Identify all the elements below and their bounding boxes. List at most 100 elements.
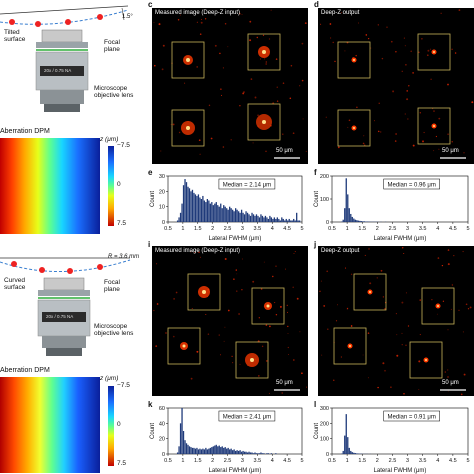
histogram-bar bbox=[252, 214, 255, 222]
histogram-bar bbox=[296, 212, 298, 222]
x-tick-label: 2 bbox=[376, 458, 379, 464]
background-bead bbox=[210, 137, 213, 140]
x-tick-label: 1 bbox=[346, 458, 349, 464]
histogram-bar bbox=[246, 452, 249, 454]
histogram-bar bbox=[242, 212, 244, 222]
background-bead bbox=[296, 297, 299, 300]
panel-d-image: Deep-Z output 50 μm bbox=[318, 8, 474, 164]
histogram-bar bbox=[227, 209, 229, 222]
histogram-bar bbox=[181, 408, 183, 454]
bead-core bbox=[186, 58, 190, 62]
background-bead bbox=[224, 258, 227, 260]
background-bead bbox=[196, 66, 199, 68]
histogram-bar bbox=[246, 212, 249, 222]
y-tick-label: 60 bbox=[159, 406, 165, 412]
background-bead bbox=[250, 78, 253, 80]
histogram-bar bbox=[267, 453, 270, 454]
histogram-bar bbox=[279, 220, 281, 222]
curved-setup-diagram: R = 3.6 mm Curved surface Focal plane 20… bbox=[0, 250, 140, 360]
histogram-bar bbox=[208, 200, 210, 222]
y-tick-label: 300 bbox=[320, 406, 329, 412]
background-bead bbox=[218, 334, 220, 336]
x-tick-label: 4 bbox=[271, 226, 274, 232]
histogram-bar bbox=[184, 179, 186, 222]
background-bead bbox=[344, 50, 346, 52]
background-bead bbox=[392, 90, 395, 93]
background-bead bbox=[447, 369, 449, 371]
background-bead bbox=[302, 118, 304, 120]
background-bead bbox=[378, 102, 380, 104]
histogram-bar bbox=[214, 445, 216, 454]
background-bead bbox=[239, 105, 241, 107]
colorbar-unit-top: z (μm) bbox=[100, 136, 119, 143]
histogram-bar bbox=[190, 191, 192, 222]
histogram-bar bbox=[182, 431, 185, 454]
histogram-bar bbox=[229, 206, 231, 222]
background-bead bbox=[175, 291, 178, 294]
panel-j-title: Deep-Z output bbox=[321, 248, 360, 254]
tilted-setup-diagram: 1.5° Tilted surface Focal plane 20x / 0.… bbox=[0, 0, 140, 120]
lens-thread bbox=[46, 348, 82, 356]
background-bead bbox=[453, 254, 455, 257]
background-bead bbox=[471, 101, 474, 104]
curved-surface-label: Curved surface bbox=[4, 277, 26, 291]
background-bead bbox=[376, 277, 378, 279]
histogram-bar bbox=[342, 219, 344, 222]
histogram-bar bbox=[254, 452, 256, 454]
background-bead bbox=[265, 359, 268, 362]
background-bead bbox=[274, 302, 276, 304]
histogram-bar bbox=[276, 217, 278, 222]
x-tick-label: 4.5 bbox=[449, 226, 457, 232]
histogram-bar bbox=[251, 452, 253, 454]
histogram-bar bbox=[237, 211, 240, 222]
x-tick-label: 2.5 bbox=[389, 226, 397, 232]
background-bead bbox=[454, 52, 457, 54]
histogram-bar bbox=[342, 450, 344, 454]
histogram-bar bbox=[233, 211, 235, 222]
median-annotation: Median = 0.91 μm bbox=[388, 415, 436, 421]
histogram-bar bbox=[243, 214, 246, 222]
background-bead bbox=[422, 140, 424, 143]
background-bead bbox=[329, 23, 332, 25]
histogram-bar bbox=[202, 448, 204, 454]
background-bead bbox=[299, 85, 301, 87]
bead-core bbox=[437, 305, 439, 307]
panel-letter: i bbox=[148, 240, 151, 249]
histogram-bar bbox=[347, 194, 349, 222]
background-bead bbox=[292, 359, 295, 361]
lens-thread bbox=[44, 104, 80, 112]
aberration-map-bottom bbox=[0, 377, 100, 473]
background-bead bbox=[438, 117, 441, 120]
background-bead bbox=[421, 37, 423, 40]
histogram-bar bbox=[258, 217, 261, 222]
background-bead bbox=[340, 356, 343, 358]
histogram-bar bbox=[199, 197, 201, 222]
histogram-bar bbox=[224, 206, 226, 222]
objective-label: Microscope objective lens bbox=[94, 323, 134, 337]
y-tick-label: 0 bbox=[326, 452, 329, 458]
x-tick-label: 3.5 bbox=[419, 226, 427, 232]
background-bead bbox=[320, 280, 322, 282]
background-bead bbox=[258, 317, 260, 319]
panel-letter: k bbox=[148, 400, 153, 409]
histogram-f: 0.5 1 1.5 2 2.5 3 3.5 4 4.5 5 0 100 200 Lateral FWHM … bbox=[314, 174, 470, 242]
bead-core bbox=[433, 125, 435, 127]
histogram-bar bbox=[264, 215, 267, 222]
x-tick-label: 1.5 bbox=[358, 458, 366, 464]
background-bead bbox=[429, 48, 432, 50]
background-bead bbox=[282, 133, 284, 135]
background-bead bbox=[304, 22, 307, 25]
background-bead bbox=[306, 386, 307, 388]
histogram-bar bbox=[224, 447, 226, 454]
histogram-bar bbox=[257, 453, 259, 454]
background-bead bbox=[333, 379, 335, 381]
background-bead bbox=[469, 306, 472, 309]
histogram-bar bbox=[273, 217, 275, 222]
histogram-l: 0.5 1 1.5 2 2.5 3 3.5 4 4.5 5 0 100 200 300 Lateral FW… bbox=[314, 406, 470, 474]
histogram-bar bbox=[220, 203, 222, 222]
zoom-frame bbox=[353, 273, 387, 311]
histogram-bar bbox=[354, 453, 356, 454]
background-bead bbox=[377, 24, 379, 26]
background-bead bbox=[401, 301, 404, 304]
x-tick-label: 5 bbox=[466, 226, 469, 232]
